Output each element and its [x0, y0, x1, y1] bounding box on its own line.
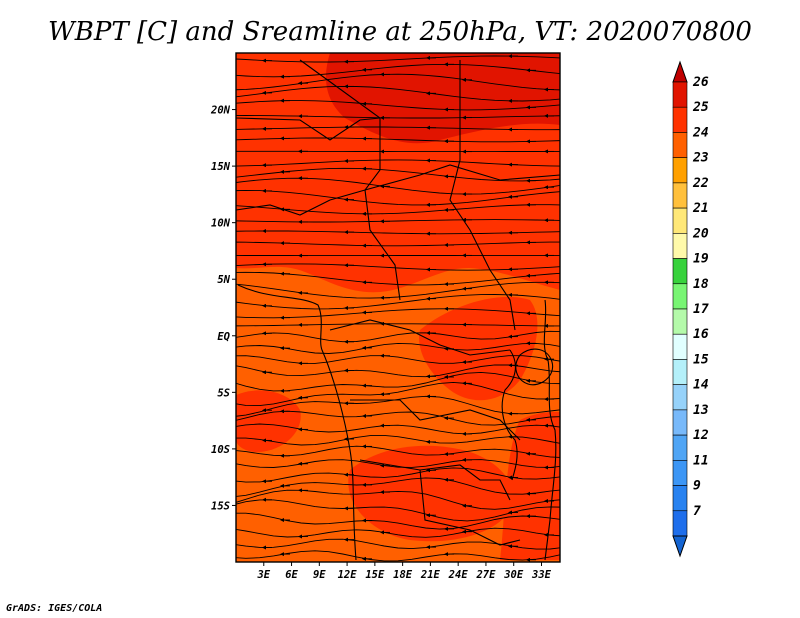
- streamline: [236, 512, 560, 530]
- colorbar-label: 14: [693, 378, 709, 393]
- colorbar-top-arrow: [672, 60, 688, 83]
- colorbar-swatch: [672, 485, 688, 512]
- y-tick-label: 20N: [210, 105, 231, 117]
- x-tick-label: 30E: [503, 569, 524, 581]
- streamline: [236, 342, 560, 354]
- colorbar-label: 13: [693, 403, 709, 418]
- streamline: [236, 323, 560, 327]
- colorbar-label: 18: [693, 277, 709, 292]
- colorbar-swatch: [672, 359, 688, 385]
- colorbar-swatch: [672, 132, 688, 158]
- x-tick-label: 3E: [256, 569, 270, 581]
- border-coast-west: [237, 284, 357, 561]
- streamline: [236, 550, 560, 562]
- y-tick-label: 10S: [211, 444, 230, 456]
- colorbar-label: 23: [692, 151, 709, 166]
- colorbar-swatch: [672, 182, 688, 209]
- streamline: [236, 73, 560, 91]
- colorbar-label: 22: [692, 176, 709, 191]
- colorbar-swatch: [672, 434, 688, 461]
- x-tick-label: 24E: [448, 569, 469, 581]
- x-tick-label: 33E: [531, 569, 552, 581]
- border-central-5: [329, 319, 511, 356]
- colorbar-swatch: [672, 283, 688, 310]
- y-axis: 20N 15N 10N 5N EQ 5S 10S 15S: [210, 105, 236, 512]
- colorbar-label: 25: [692, 100, 709, 115]
- field-north-max: [325, 53, 560, 144]
- colorbar-swatch: [672, 510, 688, 537]
- streamline: [236, 115, 560, 119]
- colorbar-swatch: [672, 409, 688, 436]
- colorbar-label: 21: [692, 201, 709, 216]
- grads-credit: GrADS: IGES/COLA: [6, 603, 103, 614]
- x-tick-label: 21E: [420, 569, 441, 581]
- border-east-coast: [543, 299, 557, 561]
- streamline: [236, 489, 560, 510]
- colorbar-label: 7: [693, 504, 701, 519]
- colorbar-swatch: [672, 233, 688, 259]
- colorbar-swatch: [672, 157, 688, 184]
- colorbar-label: 24: [692, 125, 709, 140]
- field-sahel-band: [236, 168, 560, 293]
- streamline: [236, 477, 560, 497]
- colorbar-label: 26: [692, 75, 709, 90]
- lake-victoria: [515, 348, 554, 386]
- colorbar-label: 16: [693, 327, 709, 342]
- map-frame: [235, 52, 561, 563]
- colorbar-bottom-arrow: [672, 535, 688, 558]
- border-central-4: [236, 164, 560, 216]
- y-tick-label: 15N: [211, 161, 231, 173]
- streamlines: [236, 54, 560, 562]
- streamline: [236, 527, 560, 538]
- y-tick-label: 10N: [211, 218, 231, 230]
- chart-title: WBPT [C] and Sreamline at 250hPa, VT: 20…: [48, 17, 752, 47]
- colorbar-swatch: [672, 81, 688, 108]
- colorbar-swatch: [672, 207, 688, 234]
- map-panel: 3E 6E 9E 12E 15E 18E 21E 24E 27E 30E 33E 20N 15N 10N…: [210, 52, 561, 581]
- streamline: [236, 281, 560, 299]
- streamline: [236, 459, 560, 468]
- streamline: [236, 177, 560, 195]
- colorbar-label: 11: [693, 453, 709, 468]
- streamline: [236, 355, 560, 364]
- border-central-6: [350, 399, 521, 441]
- streamline: [236, 219, 560, 223]
- colorbar-swatch: [672, 106, 688, 133]
- colorbar-swatch: [672, 460, 688, 486]
- colorbar-swatch: [672, 384, 688, 411]
- colorbar-label: 20: [692, 226, 709, 241]
- x-tick-label: 12E: [338, 569, 358, 581]
- colorbar-swatch: [672, 258, 688, 285]
- colorbar-label: 19: [693, 252, 709, 267]
- colorbar-swatch: [672, 308, 688, 335]
- border-central-3: [236, 117, 381, 141]
- colorbar-label: 17: [693, 302, 709, 317]
- y-tick-label: 5N: [217, 274, 230, 286]
- x-tick-label: 18E: [393, 569, 413, 581]
- colorbar-label: 12: [693, 428, 709, 443]
- x-tick-label: 9E: [313, 569, 326, 581]
- border-rift-lakes: [501, 349, 518, 481]
- field-east-warm: [419, 296, 538, 401]
- streamline: [236, 381, 560, 407]
- x-axis: 3E 6E 9E 12E 15E 18E 21E 24E 27E 30E 33E: [256, 562, 552, 581]
- y-tick-label: EQ: [217, 331, 230, 343]
- x-tick-label: 27E: [475, 569, 496, 581]
- colorbar-label: 15: [693, 352, 709, 367]
- colorbar-label: 9: [693, 479, 701, 494]
- x-tick-label: 15E: [365, 569, 385, 581]
- border-central-7: [359, 459, 511, 501]
- y-tick-label: 15S: [211, 500, 230, 512]
- y-tick-label: 5S: [217, 387, 230, 399]
- colorbar-swatch: [672, 333, 688, 360]
- border-central-8: [419, 469, 521, 546]
- colorbar: 26 25 24 23 22 21 20 19 18 17 16 15 14 13 12 11 9 7: [672, 60, 709, 558]
- country-borders: [236, 59, 560, 561]
- field-se-warm: [500, 411, 560, 560]
- x-tick-label: 6E: [285, 569, 298, 581]
- border-central-2: [449, 60, 516, 331]
